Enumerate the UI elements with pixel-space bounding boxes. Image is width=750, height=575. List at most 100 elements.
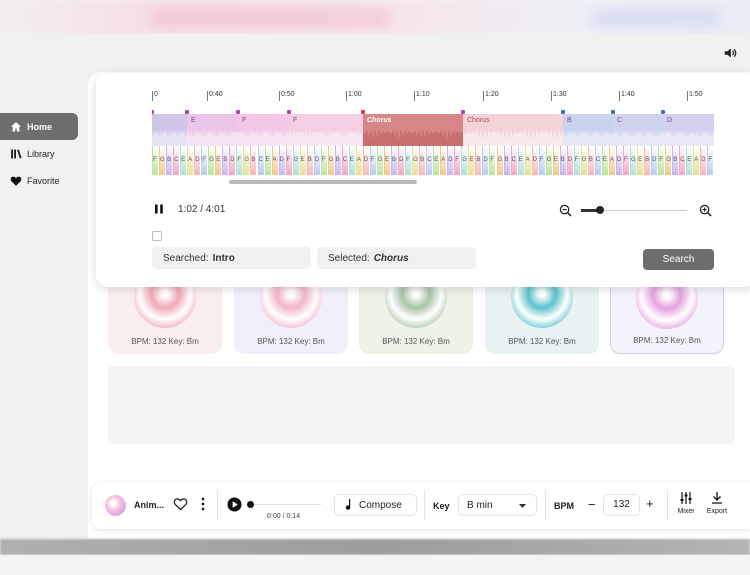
chord-block[interactable]: D xyxy=(566,146,573,175)
album-thumbnail[interactable] xyxy=(105,495,126,516)
chord-block[interactable]: B xyxy=(503,146,510,175)
chord-block[interactable]: D xyxy=(651,146,658,175)
chord-block[interactable]: F xyxy=(707,146,714,175)
chord-block[interactable]: D xyxy=(313,146,320,175)
chord-block[interactable]: E xyxy=(468,146,475,175)
chord-block[interactable]: D xyxy=(447,146,454,175)
chord-block[interactable]: D xyxy=(278,146,285,175)
bpm-decrease-button[interactable]: − xyxy=(588,497,596,512)
search-button[interactable]: Search xyxy=(643,249,714,270)
chord-block[interactable]: C xyxy=(679,146,686,175)
bpm-increase-button[interactable]: + xyxy=(646,496,654,511)
chord-block[interactable]: E xyxy=(384,146,390,175)
chord-block[interactable]: E xyxy=(180,146,187,175)
chord-block[interactable]: E xyxy=(517,146,524,175)
song-timeline[interactable]: 0 0:40 0:50 1:00 1:10 1:20 1:30 1:40 1:50 E F F Cho… xyxy=(152,88,714,203)
timeline-scrollbar[interactable] xyxy=(229,180,417,184)
chord-block[interactable]: E xyxy=(552,146,559,175)
chord-block[interactable]: G xyxy=(159,146,165,175)
chord-block[interactable]: G xyxy=(243,146,250,175)
timeline-section[interactable]: F xyxy=(238,114,289,146)
chord-block[interactable]: E xyxy=(433,146,440,175)
chord-block[interactable]: C xyxy=(594,146,601,175)
chord-block[interactable]: D xyxy=(362,146,369,175)
chord-block[interactable]: F xyxy=(236,146,243,175)
chord-block[interactable]: B xyxy=(222,146,229,175)
play-icon[interactable] xyxy=(227,497,242,514)
chord-block[interactable]: C xyxy=(257,146,264,175)
chord-block[interactable]: D xyxy=(531,146,538,175)
chord-block[interactable]: E xyxy=(637,146,644,175)
chord-block[interactable]: D xyxy=(616,146,622,175)
chord-block[interactable]: B xyxy=(672,146,679,175)
chord-block[interactable]: F xyxy=(285,146,292,175)
chord-block[interactable]: D xyxy=(229,146,236,175)
heart-outline-icon[interactable] xyxy=(173,497,188,513)
chord-block[interactable]: A xyxy=(608,146,615,175)
chord-block[interactable]: F xyxy=(489,146,496,175)
chord-block[interactable]: A xyxy=(355,146,362,175)
chord-block[interactable]: C xyxy=(173,146,180,175)
chord-block[interactable]: F xyxy=(573,146,580,175)
chord-block[interactable]: E xyxy=(215,146,222,175)
chord-block[interactable]: B xyxy=(475,146,482,175)
chord-block[interactable]: A xyxy=(271,146,278,175)
zoom-in-icon[interactable] xyxy=(699,204,712,220)
timeline-section[interactable]: B xyxy=(563,114,613,146)
chord-block[interactable]: E xyxy=(348,146,355,175)
timeline-section[interactable] xyxy=(152,114,187,146)
chord-block[interactable]: B xyxy=(644,146,651,175)
option-checkbox[interactable] xyxy=(152,231,162,241)
chord-block[interactable]: C xyxy=(510,146,517,175)
chord-block[interactable]: B xyxy=(391,146,397,175)
chord-block[interactable]: F xyxy=(623,146,629,175)
chord-block[interactable]: G xyxy=(580,146,587,175)
chord-block[interactable]: G xyxy=(496,146,503,175)
timeline-section[interactable]: Chorus xyxy=(463,114,563,146)
chord-block[interactable]: F xyxy=(538,146,545,175)
track-progress[interactable] xyxy=(247,501,321,508)
chord-block[interactable]: E xyxy=(299,146,306,175)
export-button[interactable]: Export xyxy=(703,492,731,515)
chord-block[interactable]: E xyxy=(264,146,271,175)
zoom-out-icon[interactable] xyxy=(559,204,572,220)
chord-block[interactable]: F xyxy=(201,146,208,175)
track-title[interactable]: Anim... xyxy=(134,500,165,510)
timeline-section[interactable]: D xyxy=(663,114,714,146)
chord-block[interactable]: B xyxy=(587,146,594,175)
key-select[interactable]: B min xyxy=(458,494,537,516)
timeline-section[interactable]: E xyxy=(187,114,238,146)
pause-icon[interactable] xyxy=(154,204,164,217)
chord-block[interactable]: F xyxy=(405,146,412,175)
chord-block[interactable]: G xyxy=(292,146,299,175)
chord-block[interactable]: B xyxy=(559,146,566,175)
sidebar-item-favorite[interactable]: Favorite xyxy=(0,167,80,194)
chord-block[interactable]: C xyxy=(341,146,348,175)
timeline-section[interactable]: F xyxy=(289,114,363,146)
chord-block[interactable]: F xyxy=(320,146,327,175)
sidebar-item-home[interactable]: Home xyxy=(0,113,78,140)
chord-block[interactable]: E xyxy=(686,146,693,175)
chord-block[interactable]: G xyxy=(461,146,468,175)
chord-block[interactable]: C xyxy=(426,146,433,175)
chord-block[interactable]: F xyxy=(152,146,158,175)
more-options-icon[interactable] xyxy=(201,497,205,513)
chord-block[interactable]: D xyxy=(398,146,405,175)
chord-block[interactable]: B xyxy=(306,146,313,175)
chord-block[interactable]: A xyxy=(440,146,447,175)
chord-block[interactable]: A xyxy=(693,146,700,175)
chord-block[interactable]: A xyxy=(187,146,194,175)
chord-block[interactable]: F xyxy=(658,146,665,175)
timeline-section[interactable]: C xyxy=(613,114,663,146)
compose-button[interactable]: Compose xyxy=(334,494,417,516)
chord-block[interactable]: B xyxy=(250,146,257,175)
timeline-section[interactable]: Chorus xyxy=(363,114,463,146)
chord-block[interactable]: B xyxy=(166,146,173,175)
chord-block[interactable]: G xyxy=(208,146,215,175)
song-tile[interactable]: BPM: 132 Key: Bm xyxy=(610,267,724,354)
chord-block[interactable]: G xyxy=(545,146,552,175)
chord-block[interactable]: D xyxy=(700,146,707,175)
zoom-slider[interactable] xyxy=(581,205,687,217)
chord-block[interactable]: F xyxy=(454,146,461,175)
chord-block[interactable]: F xyxy=(369,146,376,175)
